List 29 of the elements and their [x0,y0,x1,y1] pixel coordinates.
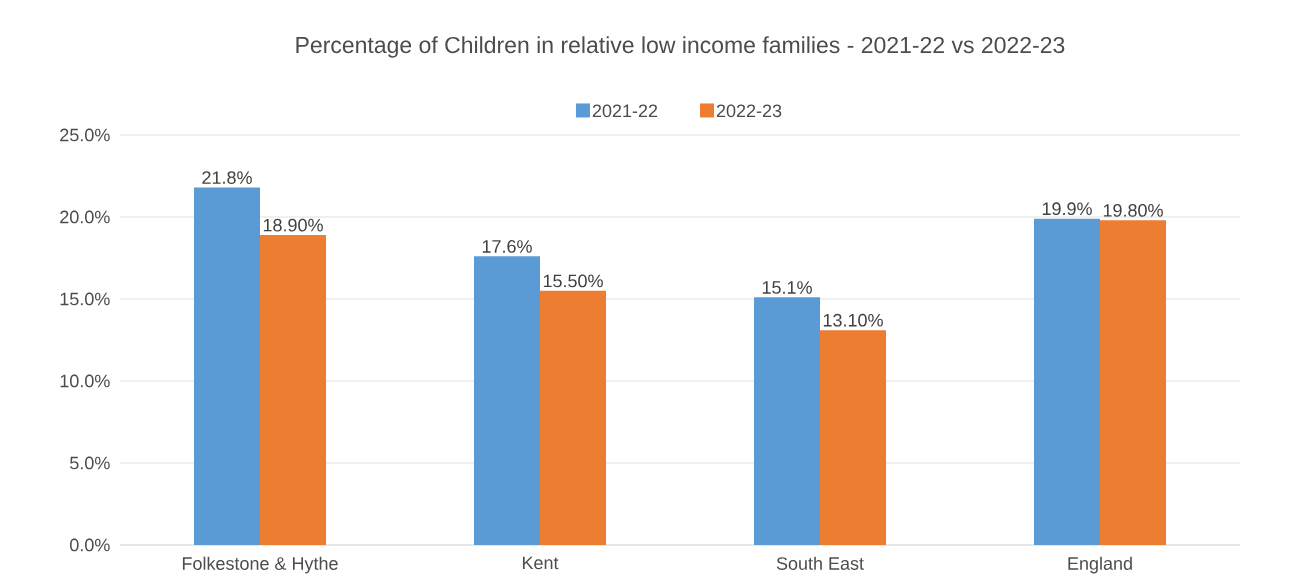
y-tick-label: 5.0% [70,456,110,470]
data-label: 18.90% [263,218,323,232]
legend-label: 2021-22 [592,104,658,118]
data-label: 13.10% [823,313,883,327]
data-label: 19.80% [1103,203,1163,217]
y-tick-label: 15.0% [60,292,110,306]
bar [474,256,540,545]
y-tick-label: 20.0% [60,210,110,224]
data-label: 21.8% [202,171,252,184]
x-tick-label: South East [776,556,864,570]
y-tick-label: 25.0% [60,128,110,142]
y-tick-label: 0.0% [70,538,110,552]
bar [260,235,326,545]
bar [1100,220,1167,545]
x-tick-label: Folkestone & Hythe [182,556,338,574]
legend-label: 2022-23 [716,104,782,118]
bar [540,290,606,545]
bar [1034,218,1100,545]
data-label: 17.6% [482,240,532,253]
data-label: 15.50% [543,274,603,288]
bar [194,187,260,545]
bar [754,297,821,545]
bar [820,330,887,545]
y-tick-label: 10.0% [60,374,110,388]
x-tick-label: Kent [522,556,559,570]
data-label: 15.1% [762,281,812,294]
chart-title: Percentage of Children in relative low income families - 2021-22 vs 2022-23 [296,36,1065,58]
data-label: 19.9% [1042,202,1092,216]
x-tick-label: England [1068,556,1132,574]
